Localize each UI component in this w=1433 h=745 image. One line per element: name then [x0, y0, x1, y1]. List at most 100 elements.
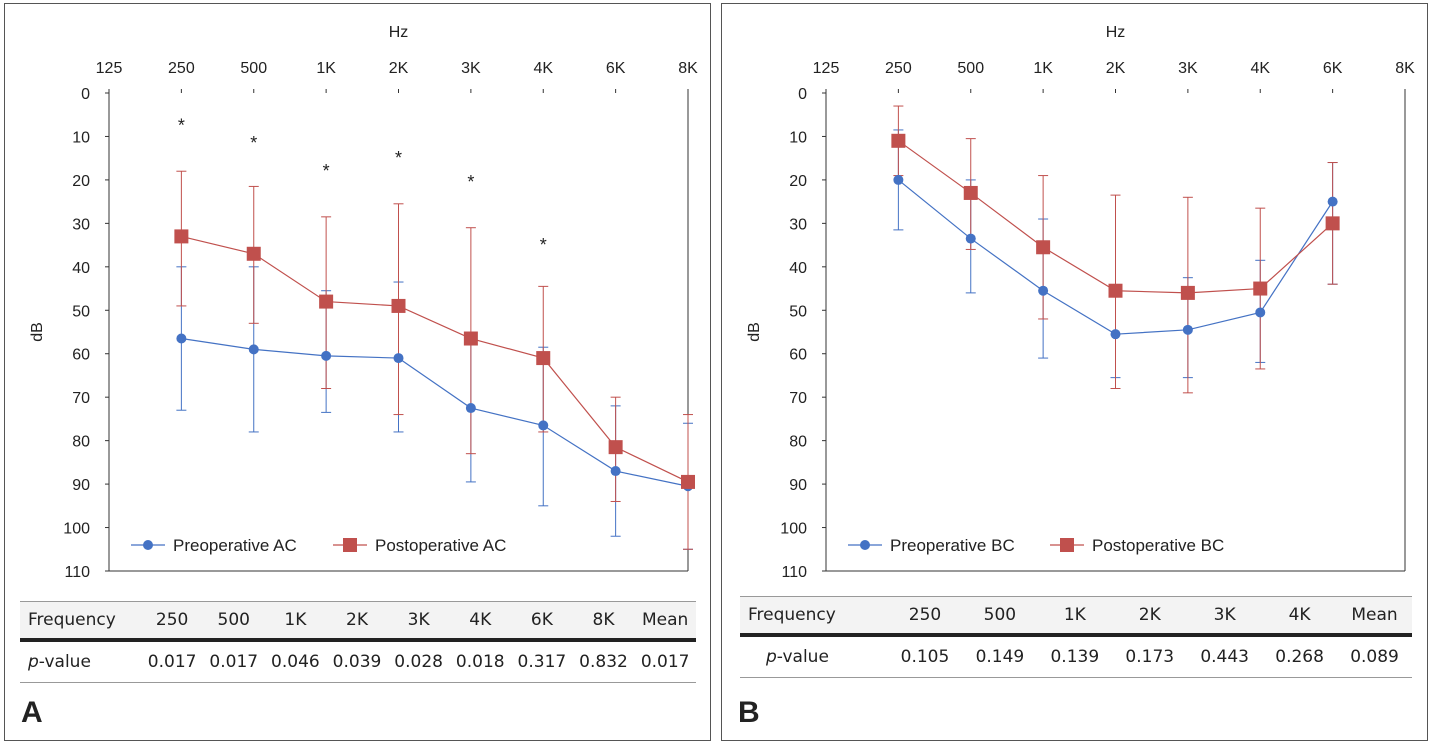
table-header-cell: 250	[887, 596, 963, 637]
postoperative-ac-point	[319, 294, 334, 309]
table-value-cell: 0.149	[962, 635, 1038, 678]
table-header-cell: 8K	[572, 601, 635, 642]
x-tick-label: 2K	[389, 60, 409, 77]
postoperative-ac-point	[463, 331, 478, 346]
x-tick-label: 8K	[1395, 60, 1415, 77]
y-tick-label: 40	[72, 260, 90, 277]
preoperative-ac-point	[465, 403, 476, 414]
table-header-row: Frequency 250 500 1K 2K 3K 4K Mean	[740, 596, 1412, 637]
panel-label-a: A	[21, 696, 43, 729]
table-value-cell: 0.017	[141, 640, 203, 683]
table-value-cell: 0.173	[1112, 635, 1188, 678]
y-tick-label: 110	[781, 564, 807, 581]
table-header-row: Frequency 250 500 1K 2K 3K 4K 6K 8K Mean	[20, 601, 696, 642]
x-axis-title: Hz	[1106, 24, 1126, 41]
table-header-cell: 3K	[1187, 596, 1263, 637]
legend-marker	[1060, 538, 1074, 552]
legend-marker	[860, 540, 870, 550]
y-tick-label: 90	[72, 477, 90, 494]
x-tick-label: 1K	[1033, 60, 1053, 77]
panel-label-b: B	[738, 696, 760, 729]
x-tick-label: 4K	[1250, 60, 1270, 77]
table-value-cell: 0.028	[387, 640, 450, 683]
table-header-cell: Mean	[1337, 596, 1412, 637]
p-value-table-b: Frequency 250 500 1K 2K 3K 4K Mean p-val…	[740, 596, 1412, 678]
table-value-cell: 0.017	[202, 640, 265, 683]
postoperative-ac-point	[536, 351, 551, 366]
x-tick-label: 3K	[461, 60, 481, 77]
y-axis-title: dB	[29, 322, 46, 342]
y-tick-label: 0	[798, 86, 807, 103]
postoperative-ac-point	[608, 440, 623, 455]
significance-marker: *	[540, 235, 547, 255]
table-header-cell: 3K	[387, 601, 450, 642]
y-tick-label: 80	[72, 434, 90, 451]
preoperative-ac-point	[248, 344, 259, 355]
postoperative-ac-line	[181, 235, 689, 483]
table-value-cell: 0.039	[326, 640, 388, 683]
preoperative-bc-point	[1182, 324, 1193, 335]
significance-marker: *	[250, 133, 257, 153]
x-tick-label: 3K	[1178, 60, 1198, 77]
y-tick-label: 20	[789, 173, 807, 190]
table-header-cell: 4K	[449, 601, 512, 642]
x-tick-label: 250	[168, 60, 195, 77]
table-value-cell: 0.832	[572, 640, 635, 683]
legend-label: Postoperative AC	[375, 536, 506, 555]
postoperative-bc-point	[891, 133, 906, 148]
postoperative-bc-point	[1253, 281, 1268, 296]
preoperative-ac-point	[538, 420, 549, 431]
panel-b: 0 10 20 30 40 50 60 70 80 90 100 110 125 250 500 1K 2K 3K…	[721, 3, 1428, 741]
postoperative-ac-point	[391, 298, 406, 313]
y-axis-title: dB	[746, 322, 763, 342]
x-tick-label: 500	[240, 60, 267, 77]
preoperative-ac-line	[181, 337, 689, 487]
postoperative-bc-point	[1036, 240, 1051, 255]
significance-marker: *	[467, 172, 474, 192]
significance-marker: *	[395, 148, 402, 168]
chart-b: 0 10 20 30 40 50 60 70 80 90 100 110 125 250 500 1K 2K 3K…	[746, 24, 1415, 581]
y-tick-label: 0	[81, 86, 90, 103]
y-tick-label: 110	[64, 564, 90, 581]
table-header-cell: 4K	[1262, 596, 1338, 637]
table-value-cell: 0.018	[449, 640, 512, 683]
significance-marker: *	[323, 161, 330, 181]
y-tick-label: 20	[72, 173, 90, 190]
postoperative-bc-point	[1325, 216, 1340, 231]
x-tick-label: 6K	[1323, 60, 1343, 77]
preoperative-ac-point	[321, 350, 332, 361]
postoperative-bc-point	[1180, 285, 1195, 300]
y-tick-label: 30	[789, 216, 807, 233]
y-tick-label: 100	[780, 521, 807, 538]
y-tick-label: 100	[63, 521, 90, 538]
preoperative-bc-point	[1038, 285, 1049, 296]
table-header-cell: 1K	[264, 601, 327, 642]
y-tick-label: 70	[72, 390, 90, 407]
postoperative-bc-point	[1108, 283, 1123, 298]
preoperative-ac-point	[393, 353, 404, 364]
table-header-cell: Frequency	[740, 596, 888, 637]
y-tick-label: 10	[72, 129, 90, 146]
y-tick-label: 70	[789, 390, 807, 407]
legend-marker	[343, 538, 357, 552]
table-value-cell: 0.105	[887, 635, 963, 678]
y-tick-label: 40	[789, 260, 807, 277]
postoperative-ac-point	[681, 474, 695, 489]
legend-label: Preoperative BC	[890, 536, 1015, 555]
table-value-row: p-value 0.105 0.149 0.139 0.173 0.443 0.…	[740, 635, 1412, 678]
p-value-label: p-value	[740, 635, 888, 678]
preoperative-bc-point	[1110, 329, 1121, 340]
table-header-cell: 250	[141, 601, 203, 642]
x-tick-label: 250	[885, 60, 912, 77]
legend-label: Postoperative BC	[1092, 536, 1224, 555]
x-tick-label: 125	[96, 60, 123, 77]
x-tick-label: 125	[813, 60, 840, 77]
preoperative-bc-point	[893, 174, 904, 185]
table-value-cell: 0.317	[511, 640, 573, 683]
legend-label: Preoperative AC	[173, 536, 297, 555]
y-tick-label: 80	[789, 434, 807, 451]
table-value-cell: 0.139	[1037, 635, 1113, 678]
postoperative-bc-point	[963, 185, 978, 200]
table-value-cell: 0.017	[634, 640, 696, 683]
postoperative-ac-point	[246, 246, 261, 261]
